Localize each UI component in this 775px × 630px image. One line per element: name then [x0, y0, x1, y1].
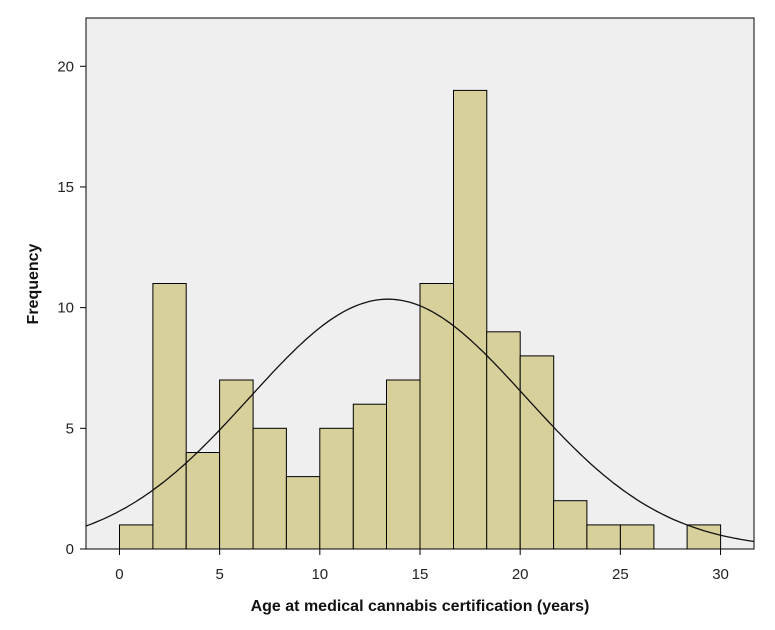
- histogram-bar-3: [219, 379, 254, 550]
- x-axis-title: Age at medical cannabis certification (y…: [251, 598, 590, 615]
- x-tick-label-5: 5: [215, 566, 223, 583]
- histogram-bar-12: [519, 355, 555, 550]
- histogram-bar-8: [386, 379, 421, 550]
- y-tick-label-5: 5: [66, 420, 74, 437]
- histogram-bar-5: [285, 476, 321, 550]
- x-tick-label-10: 10: [311, 566, 328, 583]
- histogram-bar-15: [619, 524, 655, 550]
- y-tick-label-15: 15: [57, 179, 74, 196]
- x-tick-label-0: 0: [115, 566, 123, 583]
- x-tick-label-25: 25: [612, 566, 629, 583]
- histogram-bar-4: [252, 427, 287, 550]
- y-tick-label-0: 0: [66, 541, 74, 558]
- histogram-bar-1: [152, 283, 187, 550]
- histogram-bar-6: [319, 427, 354, 550]
- x-ticks-group: 0 5 10 15 20 25 30: [115, 549, 729, 583]
- y-axis-title: Frequency: [25, 243, 42, 324]
- y-tick-label-10: 10: [57, 300, 74, 317]
- y-tick-label-20: 20: [57, 58, 74, 75]
- bars-group: [119, 89, 722, 550]
- x-tick-label-15: 15: [412, 566, 429, 583]
- histogram-bar-10: [453, 89, 488, 550]
- x-tick-label-20: 20: [512, 566, 529, 583]
- y-ticks-group: 0 5 10 15 20: [57, 58, 86, 558]
- histogram-bar-11: [486, 331, 521, 550]
- histogram-bar-9: [419, 283, 454, 550]
- histogram-bar-0: [119, 524, 154, 550]
- histogram-bar-7: [352, 403, 388, 550]
- histogram-bar-16: [686, 524, 722, 550]
- histogram-bar-13: [553, 500, 588, 550]
- x-tick-label-30: 30: [712, 566, 729, 583]
- normal-curve-line: [85, 298, 755, 543]
- histogram-bar-2: [185, 452, 221, 550]
- histogram-bar-14: [586, 524, 621, 550]
